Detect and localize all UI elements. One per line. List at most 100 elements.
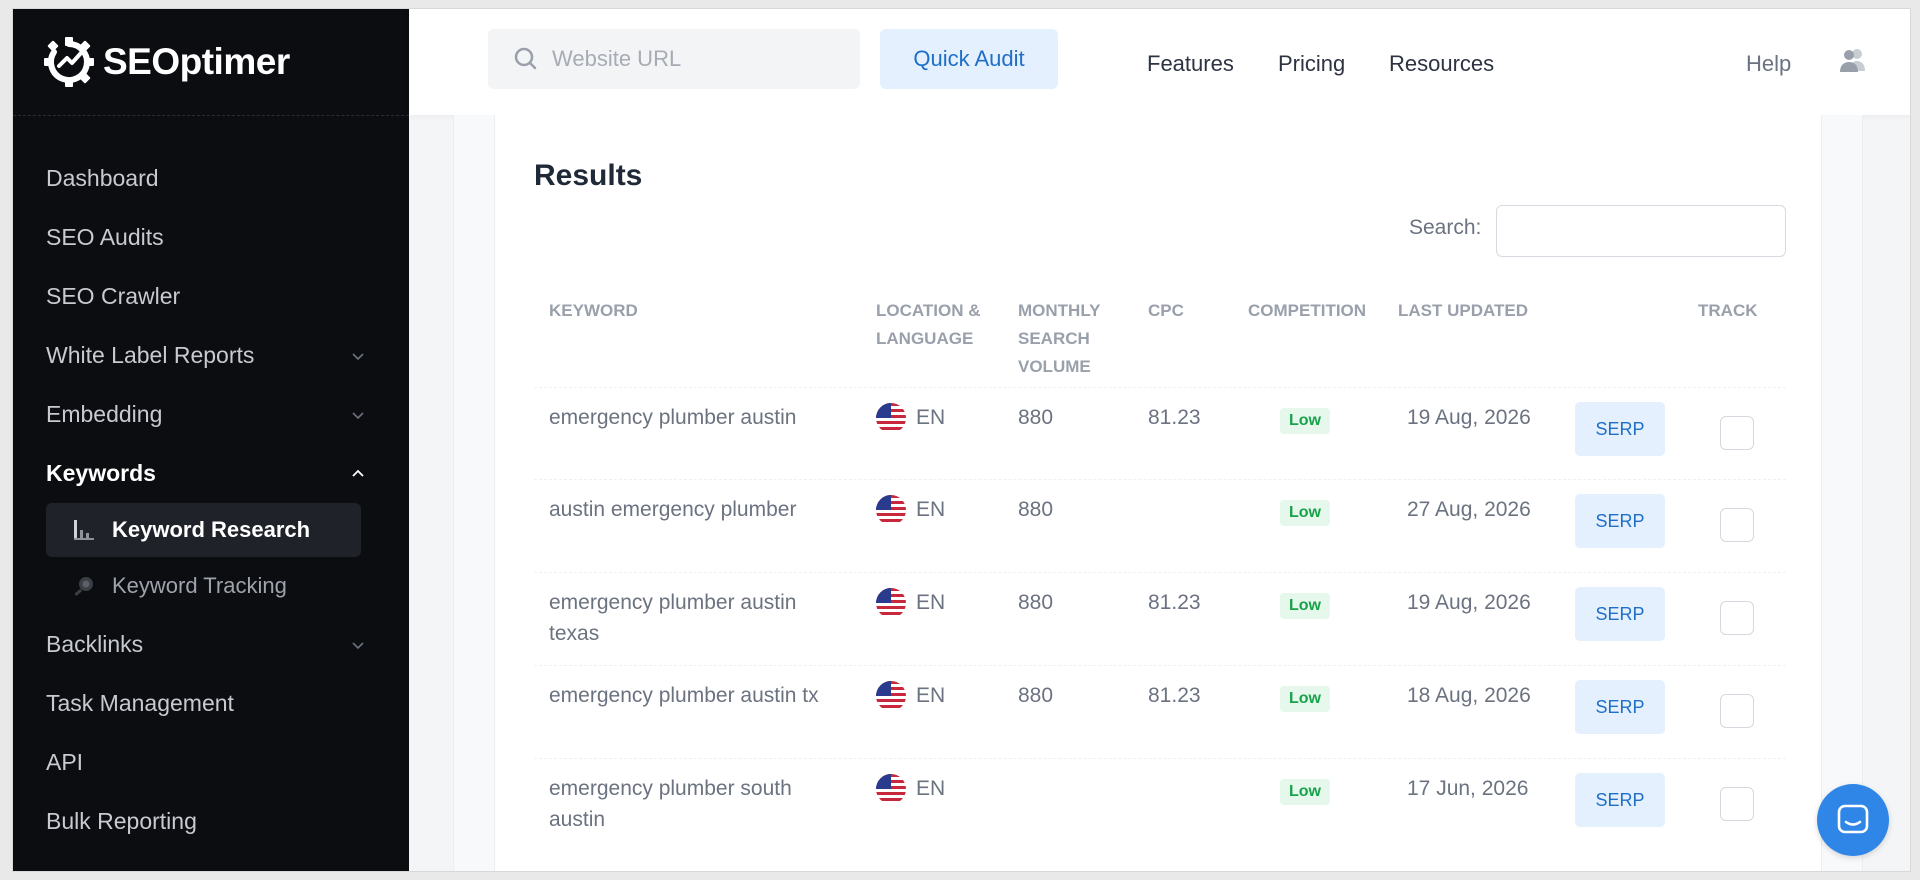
us-flag-icon [876, 402, 906, 433]
nav-features[interactable]: Features [1147, 51, 1234, 76]
track-checkbox[interactable] [1720, 787, 1754, 821]
language-label: EN [916, 591, 946, 614]
cpc-cell: 81.23 [1148, 406, 1201, 429]
sidebar-subitem-keyword-tracking[interactable]: Keyword Tracking [46, 559, 361, 613]
competition-badge: Low [1280, 593, 1330, 619]
serp-button[interactable]: SERP [1575, 587, 1665, 641]
sidebar-item-bulk-reporting[interactable]: Bulk Reporting [13, 792, 409, 851]
sidebar-item-dashboard[interactable]: Dashboard [13, 149, 409, 208]
language-label: EN [916, 777, 946, 800]
sidebar: SEOptimer Dashboard SEO Audits SEO Crawl… [13, 9, 409, 871]
location-cell: EN [876, 680, 945, 711]
app-frame: SEOptimer Dashboard SEO Audits SEO Crawl… [12, 8, 1911, 872]
competition-badge: Low [1280, 408, 1330, 434]
keyword-cell: emergency plumber austin [549, 406, 797, 429]
competition-badge: Low [1280, 779, 1330, 805]
location-cell: EN [876, 587, 945, 618]
track-checkbox[interactable] [1720, 416, 1754, 450]
us-flag-icon [876, 494, 906, 525]
quick-audit-button[interactable]: Quick Audit [880, 29, 1058, 89]
chevron-down-icon [352, 352, 364, 360]
sidebar-item-seo-audits[interactable]: SEO Audits [13, 208, 409, 267]
sidebar-item-label: Embedding [46, 401, 163, 427]
nav-help[interactable]: Help [1746, 51, 1792, 76]
results-search-input[interactable] [1496, 205, 1786, 257]
brand-name: SEOptimer [103, 41, 290, 82]
keyword-cell: emergency plumber austin tx [549, 684, 819, 707]
sidebar-subitem-keyword-research[interactable]: Keyword Research [46, 503, 361, 557]
serp-button[interactable]: SERP [1575, 494, 1665, 548]
sidebar-item-label: SEO Crawler [46, 283, 181, 309]
website-url-field[interactable] [488, 29, 860, 89]
serp-button[interactable]: SERP [1575, 402, 1665, 456]
search-icon [514, 47, 537, 70]
sidebar-subitem-label: Keyword Tracking [112, 573, 287, 598]
sidebar-item-label: Keywords [46, 460, 156, 486]
sidebar-item-task-management[interactable]: Task Management [13, 674, 409, 733]
column-header-cpc[interactable]: CPC [1148, 301, 1184, 320]
date-cell: 19 Aug, 2026 [1407, 591, 1531, 614]
column-header-track: TRACK [1698, 301, 1758, 320]
location-cell: EN [876, 773, 945, 804]
us-flag-icon [876, 680, 906, 711]
sidebar-divider [13, 115, 409, 116]
column-header-competition[interactable]: COMPETITION [1248, 301, 1367, 320]
table-row: emergency plumber austin tx EN 880 81.23… [534, 665, 1786, 757]
date-cell: 19 Aug, 2026 [1407, 406, 1531, 429]
chat-launcher-button[interactable] [1817, 784, 1889, 856]
serp-button[interactable]: SERP [1575, 680, 1665, 734]
date-cell: 17 Jun, 2026 [1407, 777, 1529, 800]
location-cell: EN [876, 494, 945, 525]
sidebar-nav: Dashboard SEO Audits SEO Crawler White L… [13, 149, 409, 851]
us-flag-icon [876, 587, 906, 618]
top-header: Quick Audit Features Pricing Resources H… [409, 9, 1910, 115]
track-checkbox[interactable] [1720, 508, 1754, 542]
language-label: EN [916, 498, 946, 521]
keyword-cell: emergency plumber austin texas [549, 591, 797, 645]
gear-logo-icon [44, 37, 94, 87]
chat-icon [1837, 804, 1869, 834]
column-header-keyword[interactable]: KEYWORD [549, 301, 638, 320]
volume-cell: 880 [1018, 406, 1054, 429]
search-label: Search: [1409, 216, 1482, 239]
table-row: emergency plumber south austin EN Low 17… [534, 758, 1786, 850]
track-checkbox[interactable] [1720, 601, 1754, 635]
serp-button[interactable]: SERP [1575, 773, 1665, 827]
sidebar-item-label: Task Management [46, 690, 234, 716]
cpc-cell: 81.23 [1148, 591, 1201, 614]
sidebar-item-backlinks[interactable]: Backlinks [13, 615, 409, 674]
magnifier-icon [74, 577, 93, 596]
column-header-last-updated[interactable]: LAST UPDATED [1398, 301, 1529, 320]
language-label: EN [916, 684, 946, 707]
column-header-location[interactable]: LOCATION & LANGUAGE [876, 301, 981, 348]
sidebar-item-keywords[interactable]: Keywords [13, 444, 409, 503]
logo[interactable]: SEOptimer [41, 27, 290, 97]
sidebar-item-api[interactable]: API [13, 733, 409, 792]
table-row: austin emergency plumber EN 880 Low 27 A… [534, 479, 1786, 571]
cpc-cell: 81.23 [1148, 684, 1201, 707]
sidebar-item-label: API [46, 749, 84, 775]
user-icon[interactable] [1838, 45, 1868, 75]
chevron-down-icon [352, 411, 364, 419]
sidebar-item-label: Bulk Reporting [46, 808, 197, 834]
us-flag-icon [876, 773, 906, 804]
track-checkbox[interactable] [1720, 694, 1754, 728]
table-row: emergency plumber austin texas EN 880 81… [534, 572, 1786, 664]
column-header-volume[interactable]: MONTHLY SEARCH VOLUME [1018, 301, 1101, 376]
website-url-input[interactable] [552, 46, 832, 72]
date-cell: 27 Aug, 2026 [1407, 498, 1531, 521]
sidebar-item-label: Dashboard [46, 165, 159, 191]
sidebar-item-label: White Label Reports [46, 342, 255, 368]
keyword-cell: austin emergency plumber [549, 498, 797, 521]
results-title: Results [534, 159, 643, 192]
volume-cell: 880 [1018, 498, 1054, 521]
nav-resources[interactable]: Resources [1389, 51, 1495, 76]
location-cell: EN [876, 402, 945, 433]
chevron-down-icon [352, 641, 364, 649]
sidebar-item-white-label-reports[interactable]: White Label Reports [13, 326, 409, 385]
volume-cell: 880 [1018, 684, 1054, 707]
sidebar-item-seo-crawler[interactable]: SEO Crawler [13, 267, 409, 326]
nav-pricing[interactable]: Pricing [1278, 51, 1346, 76]
sidebar-item-embedding[interactable]: Embedding [13, 385, 409, 444]
date-cell: 18 Aug, 2026 [1407, 684, 1531, 707]
